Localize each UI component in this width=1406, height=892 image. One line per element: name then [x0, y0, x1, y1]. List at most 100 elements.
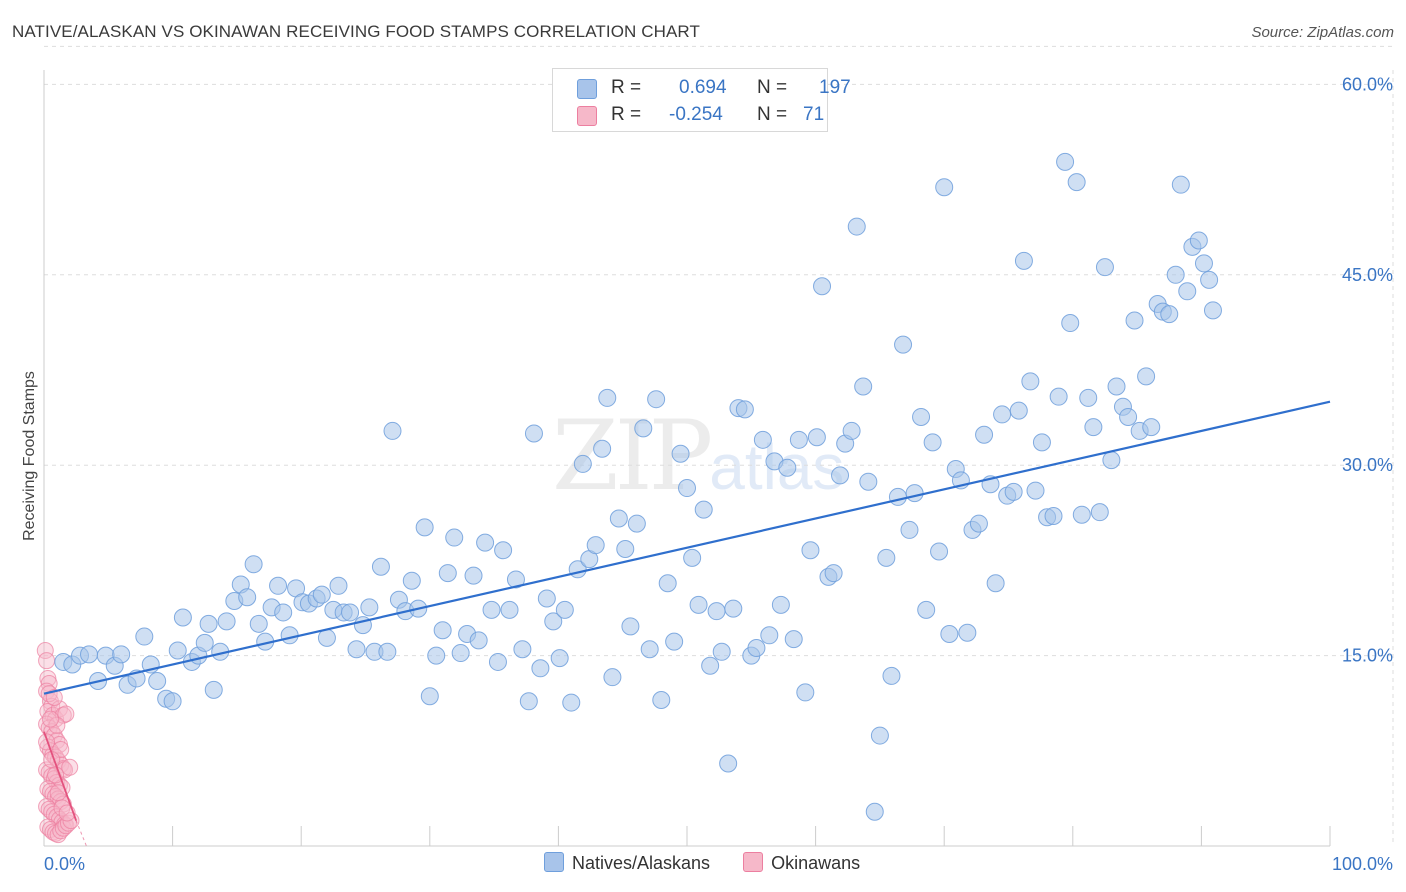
legend-r-label: R =: [611, 104, 642, 125]
natives-alaskans-point: [621, 617, 640, 636]
natives-alaskans-point: [658, 574, 677, 593]
x-tick-label: 0.0%: [44, 854, 85, 874]
natives-alaskans-point: [1178, 282, 1197, 301]
source-label: Source: ZipAtlas.com: [1251, 24, 1394, 41]
natives-alaskans-point: [940, 625, 959, 644]
okinawans-point: [47, 766, 65, 784]
okinawans-trend-extension: [75, 820, 87, 847]
okinawans-point: [38, 652, 56, 670]
natives-alaskans-point: [854, 377, 873, 396]
natives-alaskans-point: [347, 640, 366, 659]
legend-item-natives[interactable]: Natives/Alaskans: [544, 852, 710, 874]
natives-alaskans-point: [329, 576, 348, 595]
okinawans-point: [38, 733, 56, 751]
natives-alaskans-point: [807, 428, 826, 447]
natives-alaskans-point: [148, 671, 167, 690]
natives-alaskans-point: [550, 649, 569, 668]
x-tick-label: 100.0%: [1332, 854, 1393, 874]
natives-alaskans-point: [707, 602, 726, 621]
natives-alaskans-point: [1166, 265, 1185, 284]
natives-alaskans-point: [735, 400, 754, 419]
natives-alaskans-point: [882, 666, 901, 685]
legend-n-value: 197: [819, 77, 851, 98]
natives-alaskans-point: [789, 430, 808, 449]
okinawans-point: [57, 705, 75, 723]
grid-lines: [44, 45, 1394, 846]
natives-alaskans-point: [269, 576, 288, 595]
y-tick-label: 15.0%: [1342, 646, 1393, 666]
legend-label-natives: Natives/Alaskans: [572, 853, 711, 873]
natives-alaskans-point: [402, 571, 421, 590]
natives-alaskans-point: [771, 595, 790, 614]
natives-alaskans-point: [634, 419, 653, 438]
natives-alaskans-point: [859, 472, 878, 491]
natives-alaskans-point: [173, 608, 192, 627]
natives-alaskans-point: [1004, 482, 1023, 501]
okinawans-point: [47, 710, 65, 728]
natives-alaskans-point: [494, 541, 513, 560]
legend-item-okinawans[interactable]: Okinawans: [743, 852, 860, 874]
natives-alaskans-point: [573, 454, 592, 473]
natives-alaskans-point: [616, 539, 635, 558]
okinawans-point: [57, 817, 75, 835]
natives-alaskans-point: [280, 626, 299, 645]
natives-alaskans-point: [482, 600, 501, 619]
natives-alaskans-point: [1142, 418, 1161, 437]
natives-alaskans-point: [555, 600, 574, 619]
chart-title: NATIVE/ALASKAN VS OKINAWAN RECEIVING FOO…: [12, 22, 700, 41]
natives-alaskans-point: [420, 687, 439, 706]
natives-alaskans-point: [80, 645, 99, 664]
natives-alaskans-point: [824, 564, 843, 583]
natives-alaskans-point: [312, 585, 331, 604]
natives-alaskans-point: [360, 598, 379, 617]
natives-alaskans-point: [1171, 175, 1190, 194]
natives-alaskans-point: [930, 542, 949, 561]
natives-alaskans-point: [244, 555, 263, 574]
natives-alaskans-point: [813, 277, 832, 296]
natives-alaskans-point: [917, 600, 936, 619]
natives-alaskans-point: [274, 603, 293, 622]
legend-r-value: -0.254: [669, 104, 723, 125]
series-legend: Natives/Alaskans Okinawans: [544, 852, 888, 874]
natives-alaskans-point: [701, 656, 720, 675]
natives-alaskans-point: [969, 514, 988, 533]
natives-alaskans-point: [747, 638, 766, 657]
natives-alaskans-point: [1194, 254, 1213, 273]
natives-alaskans-point: [647, 390, 666, 409]
natives-alaskans-point: [1056, 152, 1075, 171]
natives-alaskans-point: [958, 623, 977, 642]
natives-alaskans-point: [371, 557, 390, 576]
y-tick-label: 60.0%: [1342, 74, 1393, 94]
natives-alaskans-point: [195, 633, 214, 652]
natives-alaskans-point: [1095, 258, 1114, 277]
natives-alaskans-point: [469, 631, 488, 650]
natives-alaskans-point: [168, 641, 187, 660]
okinawans-trend-line: [43, 731, 77, 821]
natives-alaskans-point: [1009, 401, 1028, 420]
natives-alaskans-point: [689, 595, 708, 614]
natives-alaskans-point: [476, 533, 495, 552]
okinawans-point: [48, 716, 66, 734]
natives-alaskans-point: [163, 692, 182, 711]
natives-alaskans-point: [445, 528, 464, 547]
natives-alaskans-point: [935, 178, 954, 197]
natives-alaskans-point: [1067, 173, 1086, 192]
natives-alaskans-point: [900, 520, 919, 539]
natives-alaskans-point: [1203, 301, 1222, 320]
natives-alaskans-point: [923, 433, 942, 452]
natives-alaskans-point: [112, 645, 131, 664]
natives-alaskans-point: [415, 518, 434, 537]
natives-alaskans-point: [796, 683, 815, 702]
natives-alaskans-point: [1119, 407, 1138, 426]
natives-alaskans-point: [842, 421, 861, 440]
okinawans-point: [41, 710, 59, 728]
y-tick-label: 30.0%: [1342, 455, 1393, 475]
natives-alaskans-point: [847, 217, 866, 236]
natives-alaskans-point: [683, 548, 702, 567]
natives-alaskans-point: [464, 566, 483, 585]
natives-alaskans-point: [652, 691, 671, 710]
natives-alaskans-point: [1044, 506, 1063, 525]
natives-alaskans-point: [537, 589, 556, 608]
natives-alaskans-point: [1090, 503, 1109, 522]
natives-alaskans-point: [1200, 270, 1219, 289]
